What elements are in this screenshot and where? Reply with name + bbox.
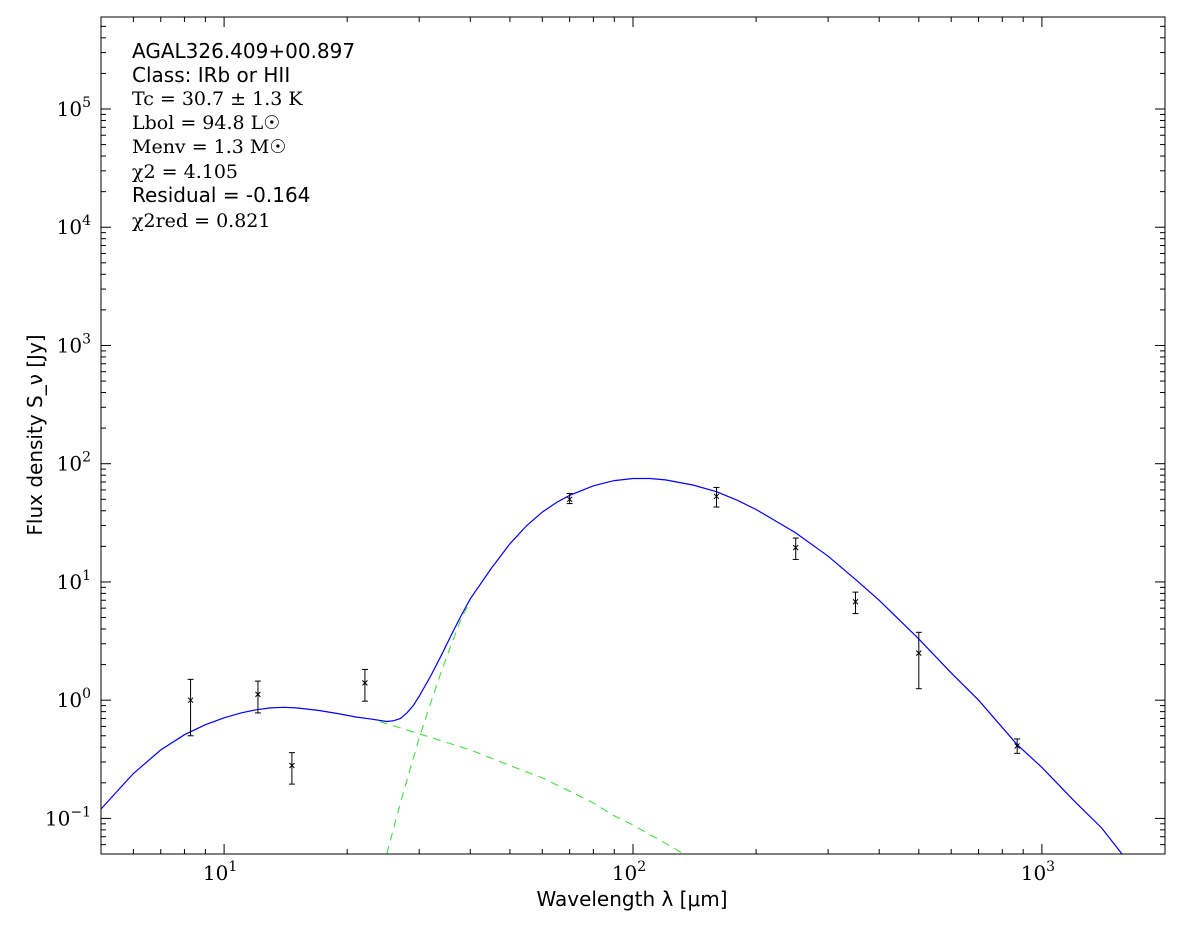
- data-point: [915, 631, 922, 690]
- point-marker: [792, 544, 799, 551]
- series-layer: [100, 477, 1123, 855]
- y-tick-label: 100: [57, 686, 91, 712]
- data-point: [713, 486, 720, 508]
- y-tick-label: 10−1: [45, 804, 91, 830]
- x-tick-label: 101: [203, 859, 237, 885]
- y-tick-label: 101: [57, 568, 91, 594]
- point-marker: [566, 496, 573, 503]
- component-curve-1: [386, 600, 471, 855]
- component-curve-2: [379, 720, 684, 855]
- point-marker: [915, 650, 922, 656]
- plot-background: [101, 17, 1165, 854]
- annotation-line: χ2red = 0.821: [132, 210, 270, 232]
- data-point: [361, 668, 368, 702]
- annotation-line: Menv = 1.3 M☉: [132, 136, 286, 158]
- x-tick-label: 103: [1021, 859, 1055, 885]
- x-tick-labels: 101 102 103: [203, 859, 1055, 885]
- annotation-line: Tc = 30.7 ± 1.3 K: [132, 88, 303, 110]
- data-point: [187, 678, 194, 737]
- annotation-line: Lbol = 94.8 L☉: [132, 112, 280, 134]
- y-tick-labels: 10−1 100 101 102 103 104 105: [45, 95, 91, 830]
- point-marker: [362, 680, 368, 686]
- point-marker: [289, 762, 295, 769]
- y-tick-label: 103: [57, 331, 91, 357]
- point-marker: [1014, 743, 1021, 749]
- point-marker: [255, 691, 261, 698]
- data-point: [254, 680, 261, 714]
- y-axis-label: Flux density S_ν [Jy]: [23, 334, 47, 535]
- plot-frame: [100, 16, 1166, 855]
- point-marker: [713, 493, 720, 500]
- x-axis-label: Wavelength λ [μm]: [536, 887, 727, 911]
- x-tick-label: 102: [612, 859, 646, 885]
- annotation-line: Class: IRb or HII: [132, 63, 290, 87]
- data-point: [566, 492, 573, 505]
- point-marker: [852, 598, 859, 605]
- data-point: [792, 537, 799, 560]
- data-point: [288, 752, 295, 785]
- data-point: [1014, 738, 1021, 754]
- points-layer: [187, 486, 1021, 785]
- y-tick-label: 104: [57, 213, 91, 239]
- annotation-line: AGAL326.409+00.897: [132, 39, 355, 63]
- ticks-layer: [100, 16, 1166, 855]
- y-tick-label: 105: [57, 95, 91, 121]
- data-point: [852, 591, 859, 615]
- annotation-line: χ2 = 4.105: [132, 161, 238, 183]
- y-tick-label: 102: [57, 450, 91, 476]
- point-marker: [187, 697, 194, 704]
- sed-fit-curve: [100, 477, 1123, 855]
- annotation-line: Residual = -0.164: [132, 183, 310, 207]
